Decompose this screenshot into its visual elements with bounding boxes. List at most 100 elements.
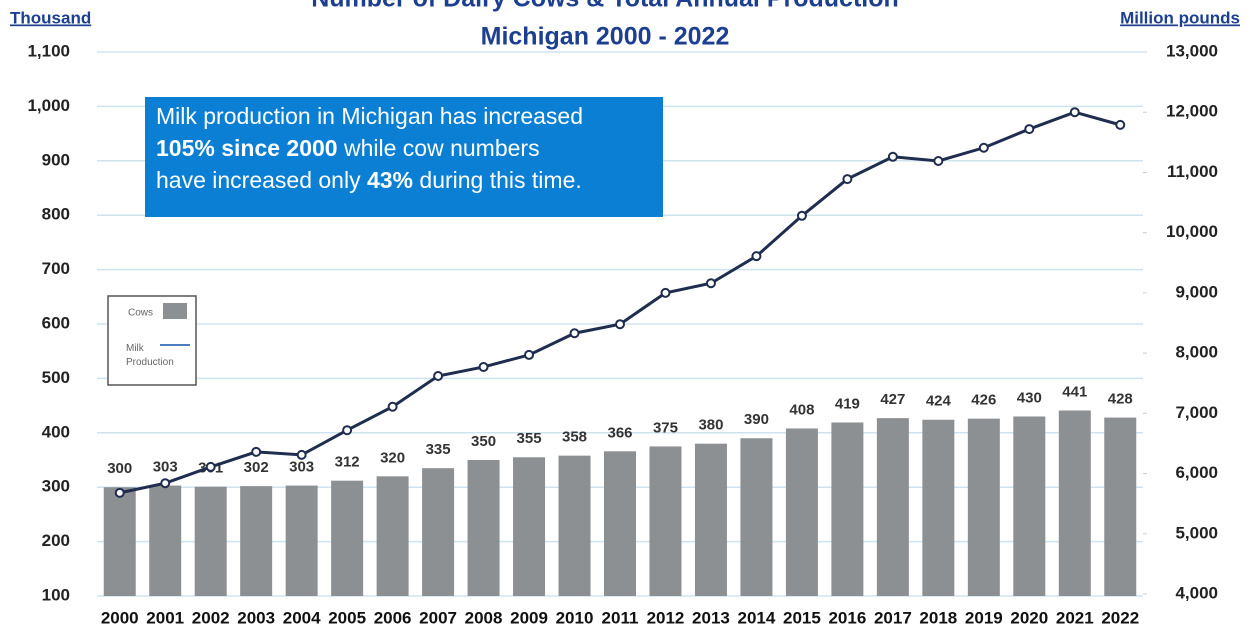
y-tick-label: 400 — [42, 422, 70, 441]
bar — [1104, 417, 1137, 596]
y-tick-label: 1,100 — [27, 41, 70, 60]
x-tick-label: 2008 — [465, 608, 503, 627]
y2-tick-label: 7,000 — [1175, 403, 1218, 422]
bar-value-label: 355 — [517, 430, 542, 447]
x-tick-label: 2014 — [738, 608, 776, 627]
bar — [422, 468, 455, 596]
bar — [240, 486, 273, 596]
bar-value-label: 441 — [1062, 383, 1087, 400]
line-marker — [751, 251, 762, 262]
bar-value-label: 375 — [653, 419, 678, 436]
bar-value-label: 428 — [1108, 391, 1133, 408]
x-tick-label: 2021 — [1056, 608, 1094, 627]
bar — [513, 457, 546, 596]
x-tick-label: 2011 — [602, 608, 639, 627]
y-tick-label: 600 — [42, 313, 70, 332]
legend-label: Milk Production — [126, 343, 174, 368]
x-tick-label: 2009 — [510, 608, 548, 627]
bar-value-label: 427 — [880, 391, 905, 408]
line-marker — [478, 361, 489, 372]
bar — [649, 446, 682, 596]
bar — [467, 460, 500, 596]
y2-axis-title: Million pounds — [1120, 8, 1240, 27]
x-tick-label: 2015 — [783, 608, 821, 627]
line-marker — [978, 142, 989, 153]
y2-tick-label: 9,000 — [1175, 282, 1218, 301]
bar — [1013, 416, 1046, 596]
annotation-text: 105% since 2000 — [156, 135, 338, 161]
bar — [876, 418, 909, 596]
bar-value-label: 380 — [698, 417, 723, 434]
annotation-line: have increased only 43% during this time… — [156, 167, 582, 193]
annotation-box — [145, 97, 663, 217]
bar — [967, 418, 1000, 596]
x-tick-label: 2003 — [237, 608, 275, 627]
y2-tick-label: 8,000 — [1175, 343, 1218, 362]
bar — [694, 443, 727, 596]
bar-value-label: 335 — [426, 441, 451, 458]
bar-value-label: 426 — [971, 392, 996, 409]
y2-tick-label: 4,000 — [1175, 583, 1218, 602]
bar — [376, 476, 409, 596]
y2-tick-label: 11,000 — [1167, 162, 1218, 181]
line-marker — [205, 461, 216, 472]
bar-value-label: 430 — [1017, 389, 1042, 406]
bar-value-label: 390 — [744, 411, 769, 428]
x-tick-label: 2022 — [1101, 608, 1139, 627]
annotation-text: Milk production in Michigan has increase… — [156, 103, 583, 129]
x-tick-label: 2012 — [647, 608, 685, 627]
bar-value-label: 408 — [789, 401, 814, 418]
x-tick-label: 2019 — [965, 608, 1003, 627]
y-axis-title: Thousand — [10, 8, 91, 27]
line-marker — [842, 174, 853, 185]
line-marker — [933, 156, 944, 167]
line-marker — [1069, 107, 1080, 118]
bar-value-label: 350 — [471, 433, 496, 450]
y2-tick-label: 5,000 — [1175, 523, 1218, 542]
line-marker — [433, 370, 444, 381]
line-marker — [1115, 119, 1126, 130]
bar-value-label: 419 — [835, 395, 860, 412]
x-tick-label: 2020 — [1010, 608, 1048, 627]
y2-tick-label: 12,000 — [1166, 102, 1218, 121]
line-marker — [342, 425, 353, 436]
y-tick-label: 500 — [42, 368, 70, 387]
line-marker — [524, 349, 535, 360]
legend-box — [107, 295, 197, 386]
x-tick-label: 2006 — [374, 608, 412, 627]
x-tick-label: 2004 — [283, 608, 321, 627]
y-tick-label: 100 — [42, 585, 70, 604]
bar — [740, 438, 773, 596]
bar-value-label: 302 — [244, 459, 269, 476]
bar — [785, 428, 818, 596]
bar-value-label: 303 — [289, 459, 314, 476]
bar — [604, 451, 636, 596]
line-marker — [1024, 124, 1035, 135]
line-marker — [387, 401, 398, 412]
x-tick-label: 2007 — [419, 608, 457, 627]
line-marker — [615, 319, 625, 330]
annotation-text: 43% — [367, 167, 413, 193]
bar-value-label: 358 — [562, 429, 587, 446]
bar-value-label: 303 — [153, 459, 178, 476]
chart-title: Number of Dairy Cows & Total Annual Prod… — [311, 0, 899, 13]
bar-value-label: 424 — [926, 393, 952, 410]
y2-tick-label: 10,000 — [1166, 222, 1218, 241]
bar-value-label: 300 — [107, 460, 132, 477]
y2-tick-label: 6,000 — [1175, 463, 1218, 482]
bar — [194, 486, 227, 596]
x-tick-label: 2013 — [692, 608, 730, 627]
annotation-text: while cow numbers — [338, 135, 540, 161]
bar — [922, 419, 955, 596]
annotation-text: during this time. — [413, 167, 582, 193]
x-tick-label: 2002 — [192, 608, 230, 627]
line-marker — [887, 151, 898, 162]
line-marker — [569, 328, 580, 339]
x-tick-label: 2017 — [874, 608, 912, 627]
line-marker — [796, 210, 807, 221]
y-tick-label: 1,000 — [27, 96, 70, 115]
x-tick-label: 2018 — [919, 608, 957, 627]
bar — [331, 480, 364, 596]
bar — [285, 485, 318, 596]
